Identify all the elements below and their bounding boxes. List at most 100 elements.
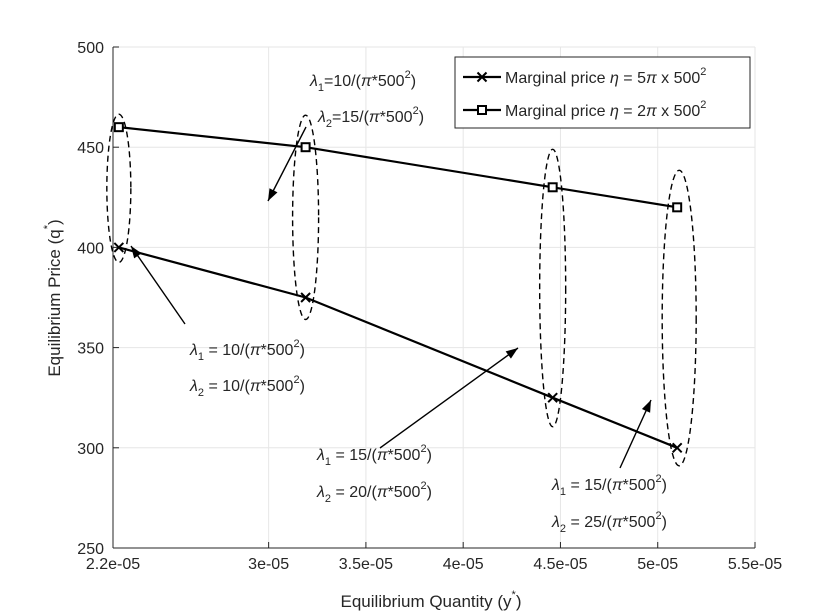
legend-text: Marginal price xyxy=(505,70,610,87)
y-tick-label: 300 xyxy=(77,441,104,458)
arrowhead xyxy=(641,400,651,413)
annotation-label: λ2 = 20/(π*5002) xyxy=(316,480,432,505)
lambda-value-rest: *500 xyxy=(388,447,421,464)
y-tick-label: 350 xyxy=(77,341,104,358)
eta-symbol: η xyxy=(610,70,619,87)
lambda-value: = 15/( xyxy=(566,477,612,494)
superscript: 2 xyxy=(655,473,661,485)
annotation-label: λ2 = 25/(π*5002) xyxy=(551,510,667,535)
close-paren: ) xyxy=(300,342,305,359)
lambda-value-rest: *500 xyxy=(261,342,294,359)
lambda-subscript: 2 xyxy=(325,493,331,505)
close-paren: ) xyxy=(427,447,432,464)
arrowhead xyxy=(131,246,142,259)
lambda-value-rest: *500 xyxy=(388,484,421,501)
lambda-value-rest: *500 xyxy=(261,378,294,395)
legend-box xyxy=(454,56,751,129)
annotation-arrow xyxy=(130,245,186,325)
grouping-ellipse xyxy=(291,114,320,321)
superscript: 2 xyxy=(655,510,661,522)
lambda-subscript: 1 xyxy=(198,351,204,363)
lambda-symbol: λ xyxy=(317,109,326,126)
lambda-symbol: λ xyxy=(551,514,560,531)
close-paren: ) xyxy=(300,378,305,395)
legend-marker xyxy=(477,105,487,115)
arrow-shaft xyxy=(379,347,519,449)
lambda-value: = 15/( xyxy=(331,447,377,464)
lambda-subscript: 2 xyxy=(326,118,332,130)
lambda-symbol: λ xyxy=(189,342,198,359)
superscript: 2 xyxy=(293,374,299,386)
lambda-subscript: 2 xyxy=(560,523,566,535)
data-point-x-marker xyxy=(113,242,125,253)
marker-stroke xyxy=(547,392,558,403)
data-point-x-marker xyxy=(300,292,311,303)
series-line-1 xyxy=(118,246,678,449)
lambda-symbol: λ xyxy=(309,73,318,90)
lambda-subscript: 2 xyxy=(198,387,204,399)
series-layer xyxy=(113,122,683,454)
arrow-shaft xyxy=(130,245,186,325)
pi-symbol: π xyxy=(646,70,657,87)
legend-text: = 2 xyxy=(619,103,646,120)
lambda-value: =15/( xyxy=(332,109,370,126)
close-paren: ) xyxy=(662,514,667,531)
data-point-square-marker xyxy=(672,202,683,213)
superscript: 2 xyxy=(420,480,426,492)
annotation-label: λ1 = 15/(π*5002) xyxy=(551,473,667,498)
x-tick-label: 2.2e-05 xyxy=(86,556,140,573)
close-paren: ) xyxy=(419,109,424,126)
data-point-square-marker xyxy=(547,182,558,193)
y-axis-label: Equilibrium Price (q*) xyxy=(42,219,64,376)
pi-symbol: π xyxy=(377,447,388,464)
marker-stroke xyxy=(300,292,311,303)
close-paren: ) xyxy=(411,73,416,90)
legend-text: Marginal price xyxy=(505,103,610,120)
data-point-square-marker xyxy=(300,142,311,153)
arrowhead xyxy=(505,348,518,359)
superscript: 2 xyxy=(293,338,299,350)
marker-stroke xyxy=(671,442,683,454)
superscript: 2 xyxy=(700,99,706,111)
lambda-symbol: λ xyxy=(316,484,325,501)
lambda-value-rest: *500 xyxy=(372,73,405,90)
x-tick-label: 5e-05 xyxy=(637,556,678,573)
pi-symbol: π xyxy=(369,109,380,126)
lambda-value-rest: *500 xyxy=(380,109,413,126)
lambda-value-rest: *500 xyxy=(623,514,656,531)
y-tick-label: 250 xyxy=(77,541,104,558)
legend-text: = 5 xyxy=(619,70,646,87)
pi-symbol: π xyxy=(361,73,372,90)
pi-symbol: π xyxy=(250,342,261,359)
pi-symbol: π xyxy=(646,103,657,120)
series-line-2 xyxy=(118,126,678,209)
annotation-label: λ2=15/(π*5002) xyxy=(317,105,424,130)
x-tick-label: 4.5e-05 xyxy=(533,556,587,573)
x-tick-label: 5.5e-05 xyxy=(728,556,782,573)
grouping-ellipses xyxy=(106,113,697,467)
pi-symbol: π xyxy=(612,477,623,494)
x-tick-label: 4e-05 xyxy=(443,556,484,573)
x-tick-label: 3e-05 xyxy=(248,556,289,573)
x-axis-label: Equilibrium Quantity (y*) xyxy=(341,589,522,611)
lambda-value-rest: *500 xyxy=(623,477,656,494)
lambda-subscript: 1 xyxy=(318,82,324,94)
grouping-ellipse xyxy=(106,113,132,264)
legend-marker xyxy=(476,71,488,83)
lambda-value: = 25/( xyxy=(566,514,612,531)
superscript: 2 xyxy=(413,105,419,117)
lambda-value: = 20/( xyxy=(331,484,377,501)
data-point-x-marker xyxy=(671,442,683,454)
annotation-label: λ2 = 10/(π*5002) xyxy=(189,374,305,399)
annotation-labels: λ1=10/(π*5002)λ2=15/(π*5002)λ1 = 10/(π*5… xyxy=(189,69,667,535)
annotation-arrow xyxy=(267,126,307,202)
superscript: 2 xyxy=(420,443,426,455)
lambda-value: =10/( xyxy=(324,73,362,90)
annotation-label: λ1 = 15/(π*5002) xyxy=(316,443,432,468)
lambda-subscript: 1 xyxy=(560,486,566,498)
y-tick-label: 450 xyxy=(77,140,104,157)
lambda-symbol: λ xyxy=(189,378,198,395)
grouping-ellipse xyxy=(538,148,567,428)
